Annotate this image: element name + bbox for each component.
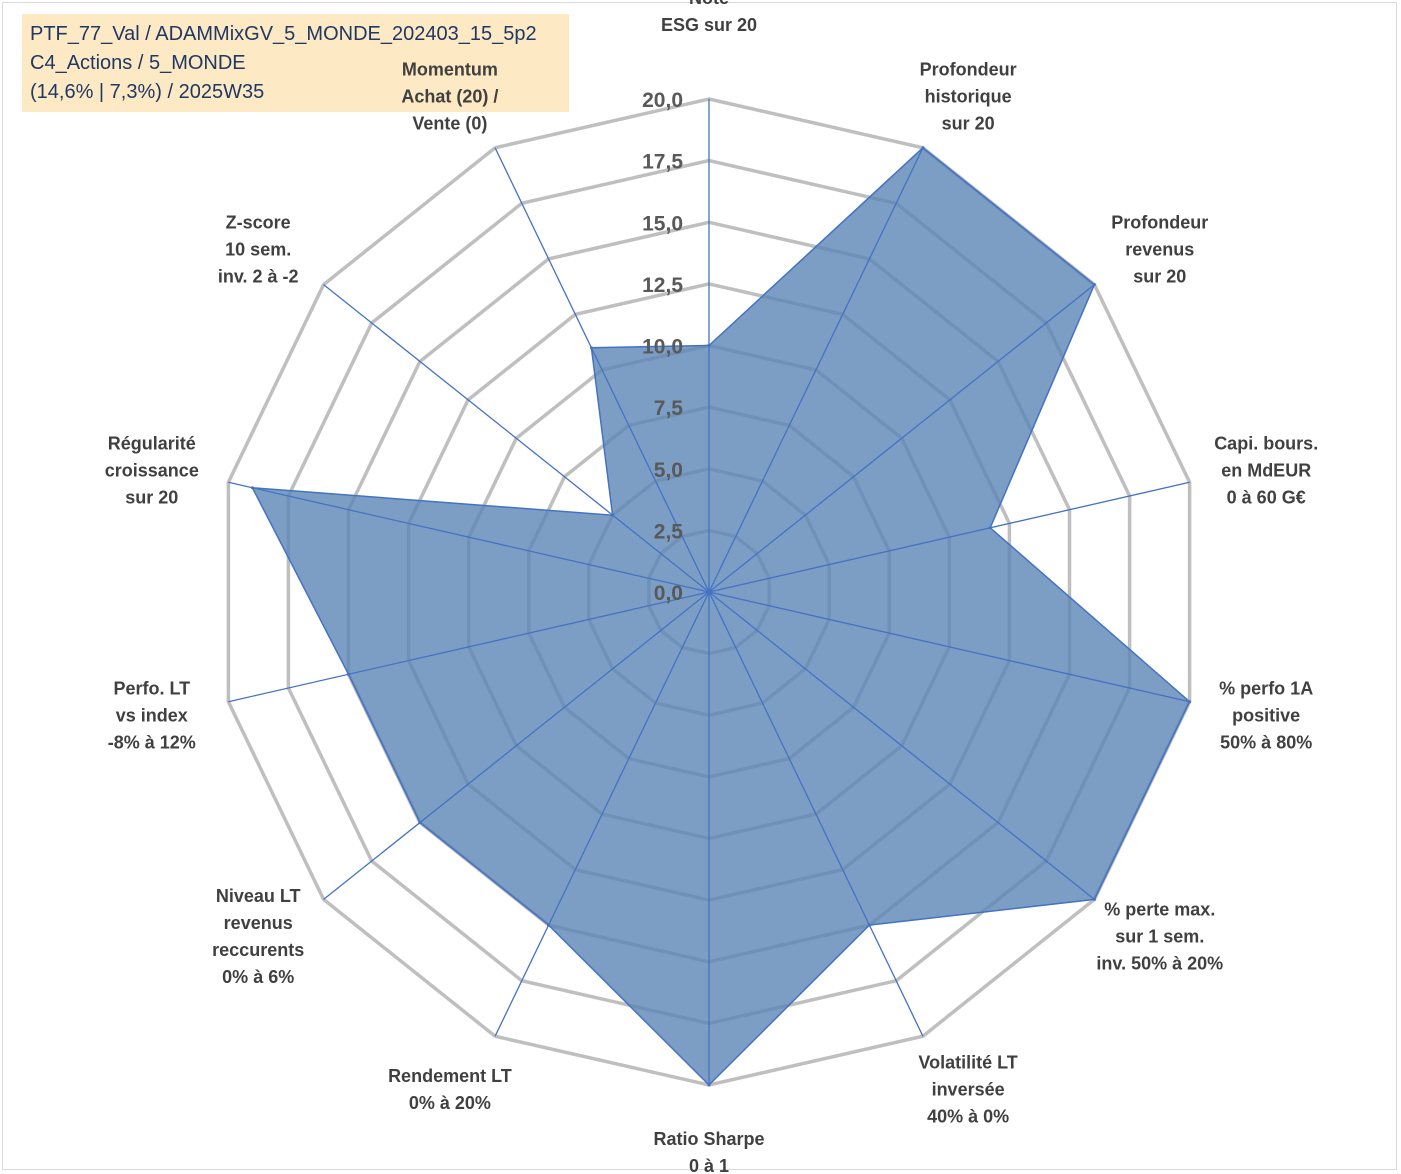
axis-label: Niveau LT [216,886,301,906]
axis-label: Volatilité LT [918,1052,1017,1072]
axis-label: vs index [116,706,188,726]
axis-label: 0% à 20% [409,1093,491,1113]
axis-label: Perfo. LT [113,679,190,699]
axis-label: Momentum [402,60,498,80]
axis-label: -8% à 12% [108,733,196,753]
axis-spoke [708,591,1095,900]
axis-label: 50% à 80% [1220,733,1312,753]
axis-label: positive [1232,706,1300,726]
axis-label: sur 20 [1133,267,1186,287]
axis-label: revenus [1125,240,1194,260]
radar-spokes [228,99,1190,1085]
info-box: PTF_77_Val / ADAMMixGV_5_MONDE_202403_15… [22,14,569,112]
axis-label: en MdEUR [1221,460,1311,480]
axis-label: % perte max. [1104,900,1215,920]
axis-spoke [323,591,710,900]
axis-label: Rendement LT [388,1066,512,1086]
axis-label: sur 20 [125,487,178,507]
axis-label: 0% à 6% [222,967,294,987]
axis-label: revenus [224,913,293,933]
axis-spoke [708,591,924,1037]
info-line-stats: (14,6% | 7,3%) / 2025W35 [30,81,265,103]
axis-spoke [494,591,710,1037]
tick-label: 12,5 [642,274,683,297]
axis-label: Capi. bours. [1214,433,1318,453]
axis-label: sur 1 sem. [1115,927,1204,947]
axis-label: inversée [932,1079,1005,1099]
axis-label: inv. 50% à 20% [1096,954,1223,974]
axis-label: croissance [105,460,199,480]
axis-label: Profondeur [920,60,1017,80]
axis-spoke [708,481,1190,593]
axis-label: 0 à 60 G€ [1227,487,1306,507]
axis-spoke [708,147,924,593]
info-line-category: C4_Actions / 5_MONDE [30,52,246,74]
radar-axis-labels: Note ESG sur 20 Profondeur historique sur 20… [105,0,1318,1174]
axis-label: Vente (0) [412,114,487,134]
axis-label: % perfo 1A [1219,679,1313,699]
tick-label: 10,0 [642,336,683,359]
axis-label: Achat (20) / [401,87,498,107]
info-line-portfolio: PTF_77_Val / ADAMMixGV_5_MONDE_202403_15… [30,23,537,45]
axis-label: reccurents [212,940,304,960]
axis-label: 0 à 1 [689,1156,729,1174]
axis-label: sur 20 [942,114,995,134]
axis-spoke [708,284,1095,593]
tick-label: 20,0 [642,89,683,112]
axis-spoke [228,481,710,593]
tick-label: 0,0 [654,582,683,605]
axis-label: 10 sem. [225,240,291,260]
axis-label: historique [925,87,1012,107]
axis-label: ESG sur 20 [661,15,757,35]
axis-label: Régularité [108,433,196,453]
axis-spoke [494,147,710,593]
tick-label: 2,5 [654,520,684,543]
tick-label: 7,5 [654,397,684,420]
axis-spoke [228,591,710,703]
axis-label: Profondeur [1111,213,1208,233]
axis-spoke [708,591,1190,703]
axis-label: Ratio Sharpe [653,1129,764,1149]
tick-label: 15,0 [642,212,683,235]
tick-label: 17,5 [642,151,683,174]
axis-label: Note [689,0,729,8]
radar-tick-labels: 0,0 2,5 5,0 7,5 10,0 12,5 15,0 17,5 20,0 [642,89,683,605]
axis-spoke [323,284,710,593]
axis-label: inv. 2 à -2 [218,267,299,287]
tick-label: 5,0 [654,459,683,482]
axis-label: Z-score [226,213,291,233]
axis-label: 40% à 0% [927,1106,1009,1126]
